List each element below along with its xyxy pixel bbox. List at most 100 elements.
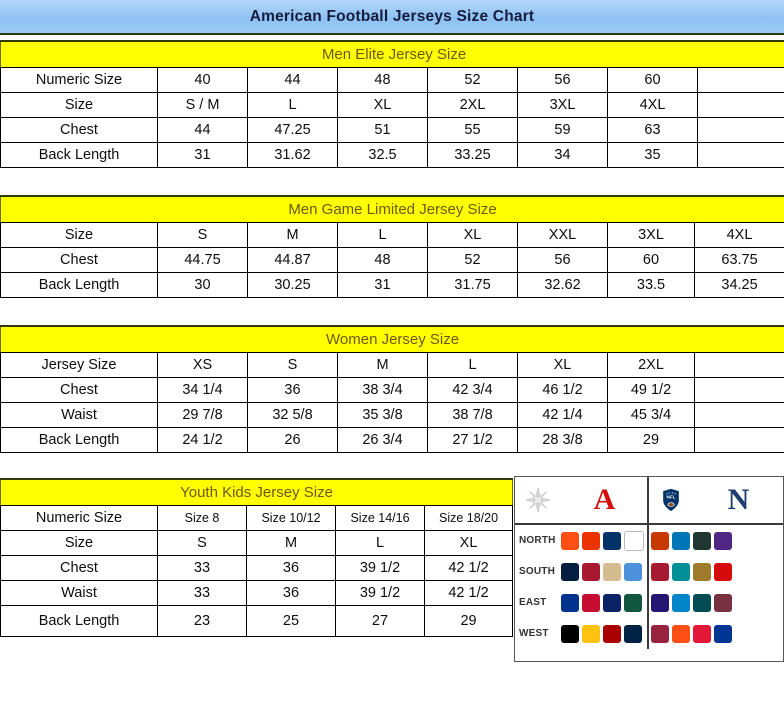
table-row: Back Length 31 31.62 32.5 33.25 34 35: [0, 142, 784, 168]
men-game-limited-table: Men Game Limited Jersey Size Size S M L …: [0, 195, 784, 298]
broncos-logo: [672, 624, 690, 643]
cell: 44.87: [247, 247, 338, 273]
jaguars-logo: [693, 562, 711, 581]
table-banner-row: Women Jersey Size: [0, 325, 784, 353]
women-table: Women Jersey Size Jersey Size XS S M L X…: [0, 325, 784, 453]
cell: 40: [157, 67, 248, 93]
cell: XXL: [517, 222, 608, 248]
cell: L: [427, 352, 518, 378]
cell: 60: [607, 67, 698, 93]
cell: 34.25: [693, 272, 784, 298]
cell: 45 3/4: [607, 402, 695, 428]
cell: 52: [427, 247, 518, 273]
cell-empty: [696, 142, 784, 168]
cell: 55: [427, 117, 518, 143]
cell: 46 1/2: [517, 377, 608, 403]
packers-logo: [693, 531, 711, 550]
cell: S: [247, 352, 338, 378]
cell: 56: [517, 247, 608, 273]
cell-empty: [693, 377, 784, 403]
cell: 39 1/2: [335, 555, 425, 581]
cell: 48: [337, 247, 428, 273]
buccaneers-logo: [714, 562, 732, 581]
afc-east-logos: [561, 593, 647, 612]
cell: 29 7/8: [157, 402, 248, 428]
cell: S: [157, 530, 247, 556]
nfc-north-logos: [651, 531, 737, 550]
afc-south-logos: [561, 562, 647, 581]
division-row-south: SOUTH: [515, 556, 783, 587]
cell: 33: [157, 580, 247, 606]
youth-kids-table: Youth Kids Jersey Size Numeric Size Size…: [0, 478, 514, 637]
table-row: Back Length 24 1/2 26 26 3/4 27 1/2 28 3…: [0, 427, 784, 453]
cell: 32.5: [337, 142, 428, 168]
cell: 3XL: [607, 222, 695, 248]
bears-logo: [651, 531, 669, 550]
cell: L: [335, 530, 425, 556]
cell: 47.25: [247, 117, 338, 143]
cell: 33.5: [607, 272, 695, 298]
cell: 31: [337, 272, 428, 298]
raiders-logo: [561, 624, 579, 643]
table-block-women: Women Jersey Size Jersey Size XS S M L X…: [0, 325, 784, 453]
table-row: Jersey Size XS S M L XL 2XL: [0, 352, 784, 378]
cell: 35: [607, 142, 698, 168]
afc-logo: A: [561, 477, 647, 523]
cell: 35 3/8: [337, 402, 428, 428]
row-label: Back Length: [0, 272, 158, 298]
table-row: Back Length 30 30.25 31 31.75 32.62 33.5…: [0, 272, 784, 298]
cell: 2XL: [427, 92, 518, 118]
division-row-west: WEST: [515, 618, 783, 649]
row-label: Back Length: [0, 427, 158, 453]
row-label: Chest: [0, 247, 158, 273]
cell: 63.75: [693, 247, 784, 273]
cell: Size 10/12: [246, 505, 336, 531]
cell: 2XL: [607, 352, 695, 378]
cell: 38 3/4: [337, 377, 428, 403]
cell: 31: [157, 142, 248, 168]
cell: 4XL: [607, 92, 698, 118]
bengals-logo: [561, 531, 579, 550]
row-label: Waist: [0, 402, 158, 428]
cell: 31.75: [427, 272, 518, 298]
row-label: Back Length: [0, 605, 158, 637]
row-label: Chest: [0, 117, 158, 143]
cell: M: [337, 352, 428, 378]
division-row-north: NORTH: [515, 525, 783, 556]
cell: 30.25: [247, 272, 338, 298]
table-row: Numeric Size Size 8 Size 10/12 Size 14/1…: [0, 505, 514, 531]
nfc-south-logos: [651, 562, 737, 581]
cell: 56: [517, 67, 608, 93]
page-title: American Football Jerseys Size Chart: [249, 7, 535, 25]
cell: 34 1/4: [157, 377, 248, 403]
afc-letter: A: [593, 483, 616, 516]
steelers-logo: [624, 530, 644, 551]
giants-logo: [603, 593, 621, 612]
cell: 28 3/8: [517, 427, 608, 453]
division-label: SOUTH: [519, 566, 555, 577]
cowboys-logo: [561, 562, 579, 581]
lions-logo: [672, 531, 690, 550]
cell: 33.25: [427, 142, 518, 168]
eagles-logo: [693, 593, 711, 612]
cell: 36: [246, 555, 336, 581]
cell: 44: [247, 67, 338, 93]
cell: 27 1/2: [427, 427, 518, 453]
cell: L: [337, 222, 428, 248]
cell: XL: [337, 92, 428, 118]
cell-empty: [696, 67, 784, 93]
rams-logo: [714, 624, 732, 643]
table-block-men-elite: Men Elite Jersey Size Numeric Size 40 44…: [0, 40, 784, 168]
nfl-conference-header: A NFL N: [515, 477, 783, 525]
cell: XL: [423, 530, 514, 556]
table-banner-row: Men Game Limited Jersey Size: [0, 195, 784, 223]
cell: XL: [517, 352, 608, 378]
starburst-icon: [515, 477, 561, 523]
cell: 42 1/2: [423, 555, 514, 581]
banner-label: Men Elite Jersey Size: [0, 40, 784, 68]
cell: M: [246, 530, 336, 556]
row-label: Waist: [0, 580, 158, 606]
cell: 25: [246, 605, 336, 637]
cell: 63: [607, 117, 698, 143]
